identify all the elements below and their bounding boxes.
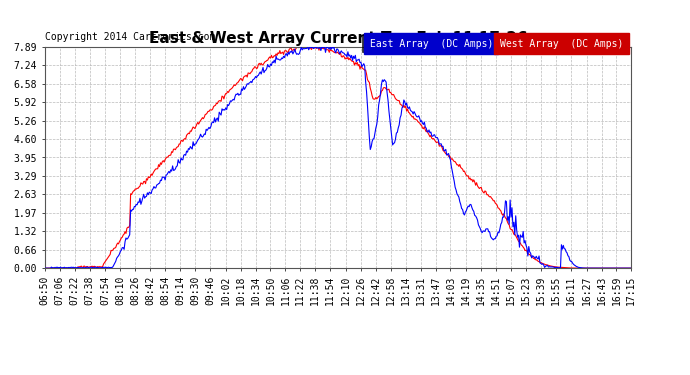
Text: Copyright 2014 Cartronics.com: Copyright 2014 Cartronics.com (45, 33, 215, 42)
Legend: East Array  (DC Amps), West Array  (DC Amps): East Array (DC Amps), West Array (DC Amp… (362, 35, 627, 52)
Title: East & West Array Current Tue Feb 11 17:26: East & West Array Current Tue Feb 11 17:… (149, 31, 527, 46)
